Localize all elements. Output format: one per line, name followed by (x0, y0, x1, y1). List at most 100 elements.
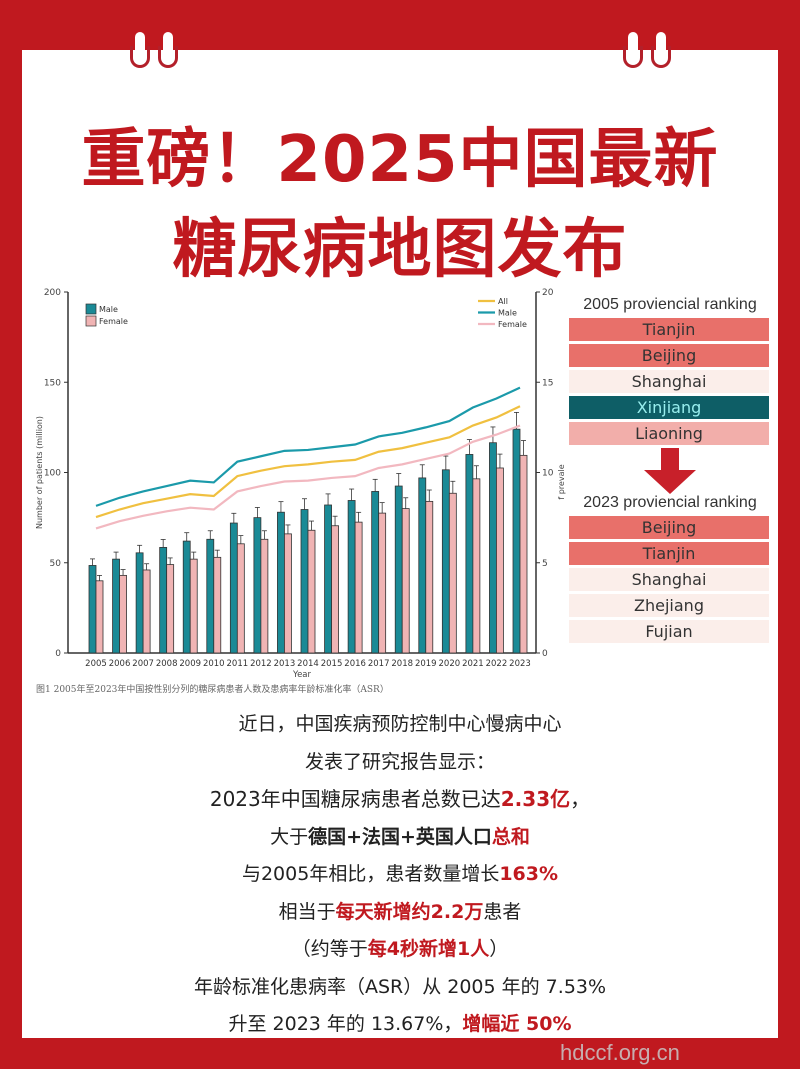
text-line: 与2005年相比，患者数量增长163% (0, 856, 800, 894)
ranking-2005-title: 2005 proviencial ranking (583, 296, 757, 313)
x-tick-label: 2023 (509, 659, 531, 669)
text-line: （约等于每4秒新增1人） (0, 931, 800, 969)
bar-female (331, 525, 339, 654)
bar-female (354, 521, 363, 654)
legend-label: All (498, 297, 508, 306)
x-tick-label: 2009 (179, 659, 201, 669)
text: 升至 2023 年的 13.67%， (228, 1013, 463, 1035)
bold-text: 德国+法国+英国人口 (308, 825, 492, 848)
y-axis-title: Number of patients (million) (35, 416, 44, 529)
x-tick-label: 2018 (391, 659, 413, 669)
bar-male (253, 517, 262, 654)
text: 相当于 (278, 900, 336, 923)
x-tick-label: 2007 (132, 659, 154, 669)
bar-female (213, 556, 222, 654)
text-line: 大于德国+法国+英国人口总和 (0, 819, 800, 857)
text: 大于 (270, 825, 309, 848)
line-female (95, 424, 521, 530)
bar-male (465, 454, 474, 654)
bar-male (347, 500, 356, 654)
bar-male (135, 552, 144, 654)
ranking-row: Tianjin (569, 542, 769, 565)
bar-female (378, 512, 387, 654)
highlight: 每天新增约2.2万 (335, 900, 484, 923)
ranking-row: Fujian (569, 620, 769, 643)
bar-male (441, 469, 450, 654)
bar-male (88, 565, 97, 654)
legend-label: Male (498, 309, 517, 318)
text: 患者 (483, 900, 522, 923)
poster-title-line2: 糖尿病地图发布 (172, 213, 628, 287)
y-tick-label: 150 (44, 378, 61, 388)
bar-male (182, 540, 191, 654)
x-tick-label: 2011 (227, 659, 249, 669)
x-tick-label: 2006 (109, 659, 131, 669)
bar-female (189, 558, 198, 654)
ranking-row: Shanghai (569, 370, 769, 393)
binder-ring-icon (158, 32, 178, 68)
bar-male (206, 538, 215, 654)
x-tick-label: 2015 (321, 659, 343, 669)
x-tick-label: 2010 (203, 659, 225, 669)
bar-female (519, 454, 528, 654)
legend-label: Female (99, 317, 128, 326)
y-tick-label-right: 15 (542, 378, 553, 388)
x-tick-label: 2021 (462, 659, 484, 669)
x-tick-label: 2008 (156, 659, 178, 669)
diabetes-chart: 0 50 100 150 200 0 5 10 15 20 Number of patients (… (35, 288, 566, 680)
y-tick-label-right: 5 (542, 559, 548, 569)
binder-ring-icon (130, 32, 150, 68)
down-arrow-icon (567, 448, 773, 494)
highlight: 2.33亿 (500, 787, 571, 811)
x-tick-label: 2005 (85, 659, 107, 669)
bar-male (229, 522, 238, 654)
legend-label: Male (99, 305, 118, 314)
text: 与2005年相比，患者数量增长 (241, 863, 500, 885)
x-tick-label: 2014 (297, 659, 319, 669)
bar-female (95, 580, 104, 654)
bar-female (142, 569, 151, 654)
legend-label: Female (498, 320, 527, 329)
bar-male (112, 558, 120, 654)
binder-ring-icon (651, 32, 671, 68)
bar-female (472, 478, 481, 654)
text-line: 升至 2023 年的 13.67%，增幅近 50% (0, 1006, 800, 1044)
bar-female (284, 533, 292, 654)
y-tick-label-right: 10 (542, 469, 554, 479)
ranking-row: Tianjin (569, 318, 769, 341)
bar-female (448, 492, 457, 654)
ranking-row: Xinjiang (569, 396, 769, 419)
x-tick-label: 2016 (344, 659, 366, 669)
chart-caption: 图1 2005年至2023年中国按性别分列的糖尿病患者人数及患病率年龄标准化率（… (36, 685, 389, 695)
text: ） (489, 938, 509, 960)
text-line: 近日，中国疾病预防控制中心慢病中心 (238, 713, 562, 735)
highlight: 163% (499, 863, 559, 885)
bar-male (418, 477, 427, 654)
y-axis-title-right: f prevale (557, 464, 566, 499)
line-male (95, 386, 521, 507)
text-line: 年龄标准化患病率（ASR）从 2005 年的 7.53% (193, 975, 607, 998)
y-tick-label-right: 20 (542, 288, 554, 298)
text-line: 2023年中国糖尿病患者总数已达2.33亿， (0, 781, 800, 819)
ranking-row: Liaoning (569, 422, 769, 445)
ranking-row: Beijing (569, 516, 769, 539)
x-tick-label: 2013 (274, 659, 296, 669)
legend-swatch-male (85, 303, 97, 315)
highlight: 增幅近 50% (462, 1013, 572, 1035)
bar-female (425, 500, 434, 654)
y-tick-label: 200 (44, 288, 61, 298)
text: 2023年中国糖尿病患者总数已达 (209, 787, 501, 811)
x-tick-label: 2017 (368, 659, 390, 669)
text: （约等于 (291, 938, 368, 960)
bar-male (324, 504, 332, 654)
bar-female (166, 564, 175, 654)
watermark: hdccf.org.cn (560, 1040, 680, 1065)
text: ， (570, 787, 591, 811)
bar-male (394, 485, 403, 654)
x-tick-label: 2022 (486, 659, 508, 669)
bar-male (489, 442, 497, 654)
legend-swatch-female (85, 315, 97, 327)
provincial-ranking-panel: 2005 proviencial ranking Tianjin Beijing S… (567, 290, 773, 662)
ranking-row: Zhejiang (569, 594, 769, 617)
text-line: 发表了研究报告显示： (304, 750, 495, 773)
